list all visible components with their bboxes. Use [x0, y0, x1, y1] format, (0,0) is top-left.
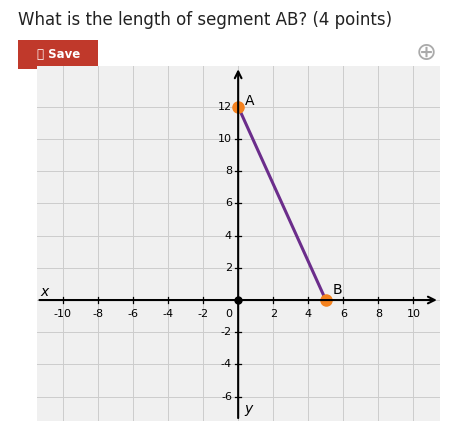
Text: 0: 0: [225, 309, 232, 319]
Text: 10: 10: [218, 134, 232, 144]
Text: 2: 2: [225, 263, 232, 273]
Text: 6: 6: [340, 309, 347, 319]
Text: -6: -6: [221, 392, 232, 402]
Text: ⊕: ⊕: [415, 41, 436, 65]
Text: Ⓟ Save: Ⓟ Save: [37, 48, 80, 61]
Text: 8: 8: [225, 166, 232, 176]
Text: 10: 10: [406, 309, 420, 319]
Text: -4: -4: [163, 309, 174, 319]
Text: A: A: [245, 94, 255, 108]
Text: -2: -2: [197, 309, 209, 319]
Text: y: y: [244, 402, 252, 416]
Text: 4: 4: [305, 309, 312, 319]
Text: -6: -6: [127, 309, 138, 319]
Text: 4: 4: [225, 231, 232, 241]
Text: What is the length of segment AB? (4 points): What is the length of segment AB? (4 poi…: [18, 11, 393, 29]
Text: x: x: [40, 285, 49, 299]
Text: -10: -10: [54, 309, 72, 319]
Text: -2: -2: [221, 327, 232, 337]
Text: 2: 2: [270, 309, 277, 319]
Text: -4: -4: [221, 359, 232, 369]
Text: 8: 8: [375, 309, 382, 319]
Text: 12: 12: [218, 102, 232, 112]
Text: 6: 6: [225, 198, 232, 208]
Text: B: B: [333, 283, 343, 296]
Text: -8: -8: [93, 309, 104, 319]
